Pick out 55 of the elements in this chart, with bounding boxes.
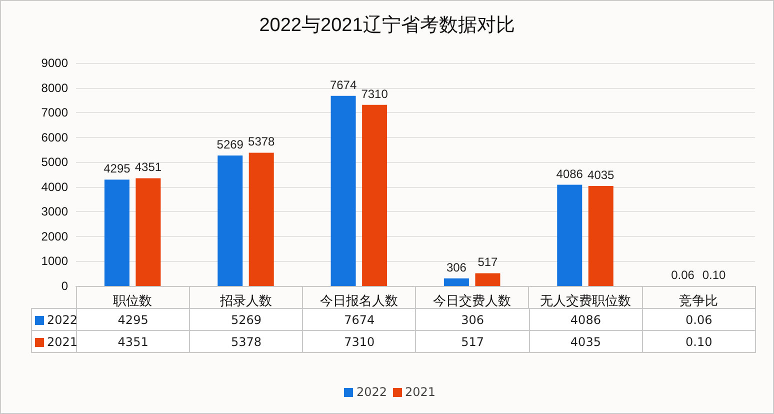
bar	[136, 178, 161, 286]
y-tick-label: 1000	[41, 254, 68, 268]
y-tick-label: 5000	[41, 155, 68, 170]
text: 517	[478, 255, 498, 270]
text: 4351	[134, 160, 162, 174]
text: 4086	[556, 166, 583, 181]
bar	[475, 273, 500, 286]
y-tick-label: 2000	[41, 229, 68, 244]
y-tick-label: 8000	[41, 80, 68, 95]
legend-label: 2022	[32, 308, 78, 330]
x-tick-label: 职位数	[113, 293, 152, 308]
bar	[362, 104, 388, 286]
data-label: 306	[416, 308, 530, 330]
x-tick-label: 竞争比	[678, 293, 718, 308]
y-tick-label: 4000	[41, 180, 68, 194]
chart-title: 2022与2021辽宁省考数据对比	[259, 14, 515, 36]
data-label: 7310	[302, 330, 416, 352]
data-label: 5269	[190, 308, 303, 330]
y-tick-label: 9000	[41, 56, 68, 70]
x-tick-label: 无人交费职位数	[540, 293, 631, 308]
text: 2021	[405, 385, 436, 399]
y-tick-label: 0	[61, 279, 68, 293]
data-label: 0.06	[642, 308, 756, 330]
x-tick-label: 今日交费人数	[433, 293, 512, 308]
bar	[444, 278, 469, 286]
text: 2022	[356, 385, 387, 399]
data-label: 5378	[190, 330, 303, 352]
y-tick-label: 6000	[41, 130, 68, 144]
bar	[218, 155, 243, 286]
bar	[588, 186, 614, 286]
text: 4035	[588, 168, 614, 182]
text: 0.06	[671, 268, 694, 282]
data-label: 0.10	[642, 330, 756, 352]
data-label: 4295	[76, 308, 190, 330]
x-tick-label: 招录人数	[218, 293, 272, 308]
legend-label: 2021	[32, 330, 78, 352]
x-tick-label: 今日报名人数	[320, 293, 398, 308]
bar	[557, 184, 582, 286]
y-tick-label: 3000	[41, 204, 68, 219]
data-label: 4035	[529, 330, 642, 352]
data-label: 7674	[302, 308, 416, 330]
text: 0.10	[702, 268, 726, 282]
y-tick-label: 7000	[41, 106, 68, 120]
text: 5378	[248, 134, 275, 149]
bar	[330, 96, 356, 286]
text: 5269	[216, 137, 244, 152]
text: 7674	[330, 78, 357, 92]
data-label: 4351	[76, 330, 190, 352]
text: 4295	[104, 162, 130, 176]
data-label: 4086	[529, 308, 642, 330]
data-label: 517	[416, 330, 530, 352]
text: 306	[446, 260, 466, 274]
bar	[248, 152, 274, 286]
text: 7310	[361, 86, 388, 101]
bar	[104, 180, 130, 286]
